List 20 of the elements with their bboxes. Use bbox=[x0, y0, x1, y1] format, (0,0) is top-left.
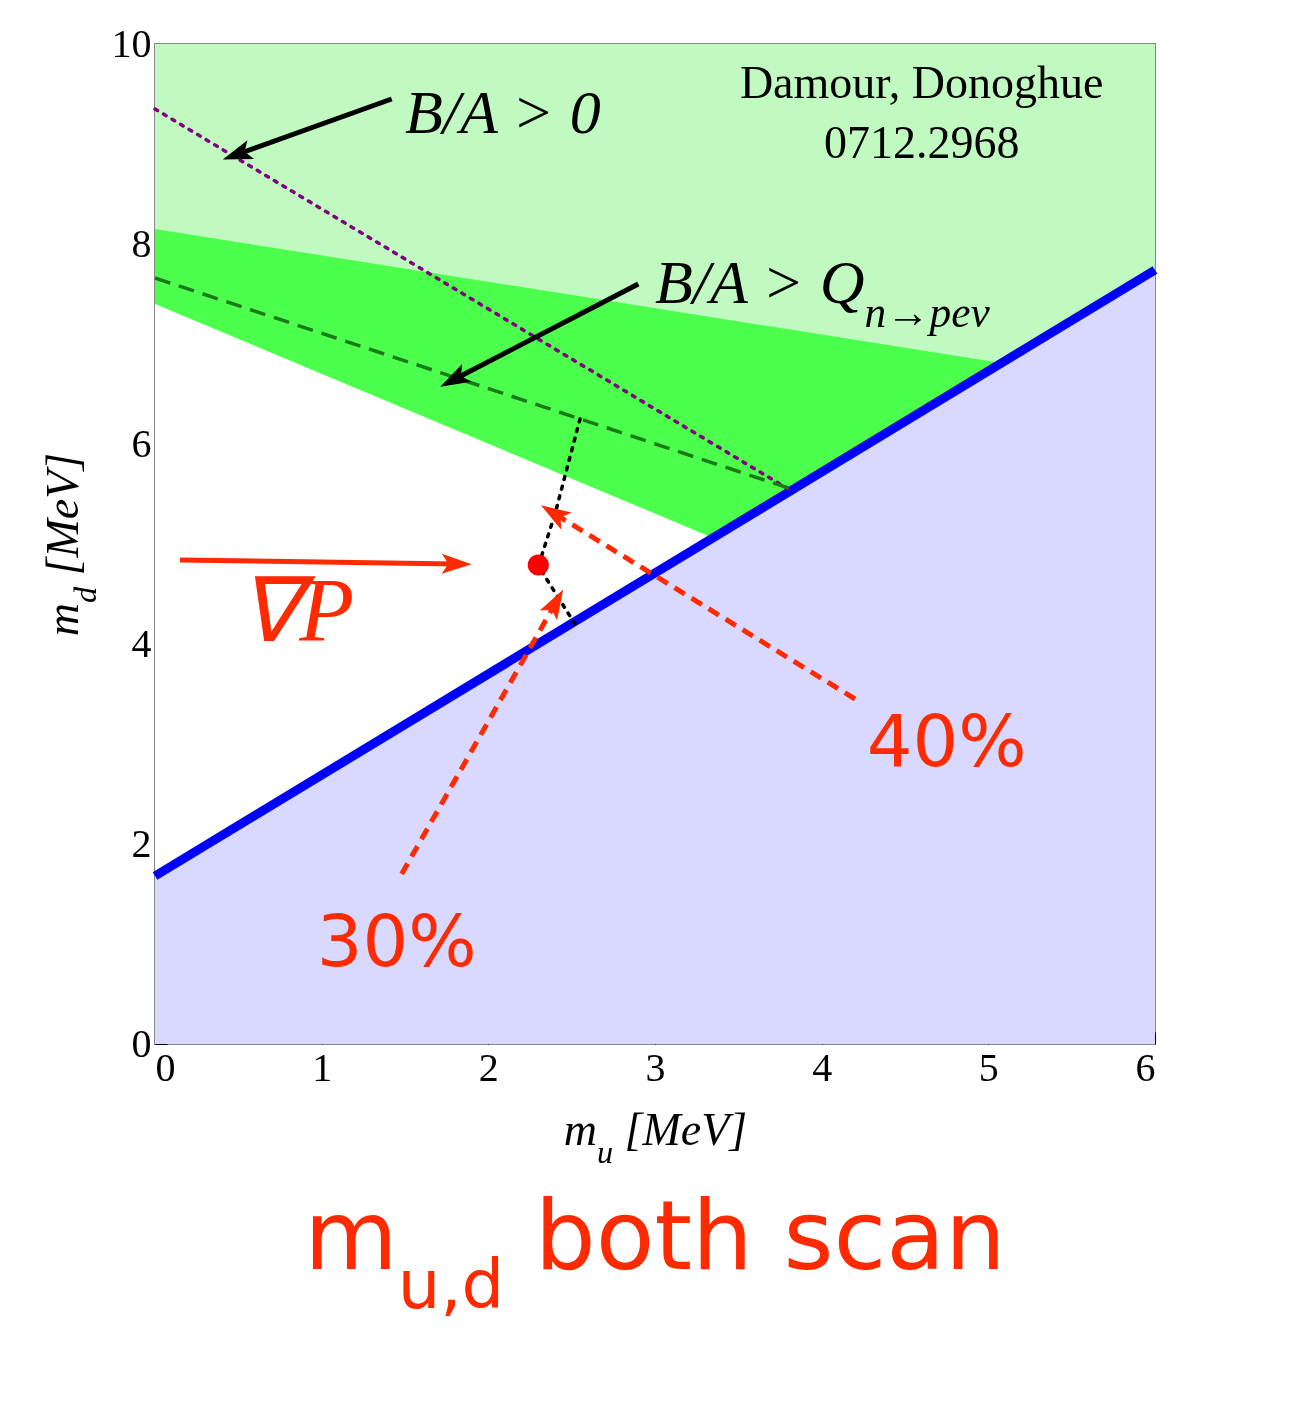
text: m$_{u,d}$ both scan bbox=[304, 1180, 1006, 1324]
x-tick-label: 3 bbox=[645, 1044, 666, 1090]
x-tick-label: 2 bbox=[478, 1044, 499, 1090]
annotation: B/A > Q$_{n→peν}$ bbox=[655, 248, 991, 336]
x-tick-label: 4 bbox=[812, 1044, 833, 1090]
x-tick-label: 1 bbox=[312, 1044, 333, 1090]
annotation: Damour, Donoghue bbox=[739, 57, 1104, 108]
y-tick-label: 8 bbox=[131, 220, 152, 266]
y-tick-label: 2 bbox=[131, 820, 152, 866]
y-tick-label: 6 bbox=[131, 420, 152, 466]
annotation: 40% bbox=[866, 699, 1027, 783]
x-axis-title: m$_{u}$ [MeV] bbox=[563, 1103, 748, 1170]
x-tick-label: 5 bbox=[978, 1044, 999, 1090]
annotation: ∇P bbox=[239, 561, 355, 660]
annotation: 0712.2968 bbox=[823, 117, 1020, 168]
y-tick-label: 10 bbox=[111, 20, 152, 66]
x-tick-label: 6 bbox=[1135, 1044, 1156, 1090]
y-tick-label: 4 bbox=[131, 620, 152, 666]
annotation: B/A > 0 bbox=[405, 78, 601, 146]
annotation: 30% bbox=[316, 899, 477, 983]
